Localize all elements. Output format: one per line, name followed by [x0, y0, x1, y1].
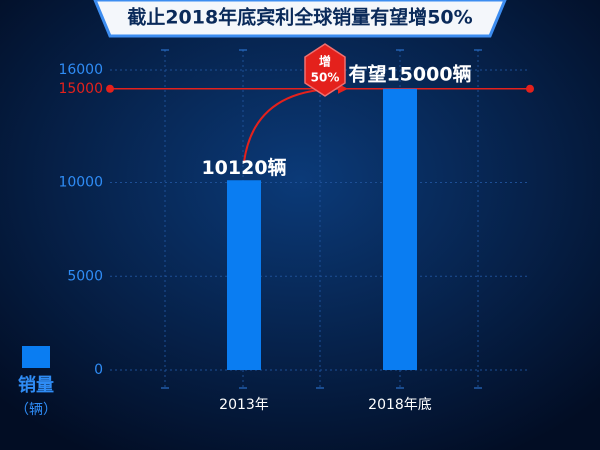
x-tick-label: 2018年底 — [368, 397, 432, 413]
y-tick-label: 0 — [94, 362, 103, 378]
annotation-badge — [304, 43, 346, 97]
reference-dot — [106, 84, 114, 93]
title-banner — [93, 0, 507, 38]
y-tick-label: 16000 — [58, 62, 103, 78]
value-label: 有望15000辆 — [348, 62, 471, 85]
legend-swatch — [22, 346, 50, 368]
value-label: 10120辆 — [201, 156, 286, 179]
chart-title: 截止2018年底宾利全球销量有望增50% — [127, 6, 472, 29]
reference-dot — [526, 84, 534, 93]
bar — [383, 88, 417, 370]
annotation-text: 50% — [311, 71, 340, 85]
y-tick-label: 5000 — [67, 268, 103, 284]
x-tick-label: 2013年 — [219, 397, 269, 413]
y-tick-label: 10000 — [58, 175, 103, 191]
bar — [227, 180, 261, 370]
legend-unit: （辆） — [15, 402, 57, 418]
annotation-text: 增 — [319, 54, 331, 69]
legend-label: 销量 — [18, 374, 54, 396]
y-tick-label: 15000 — [58, 81, 103, 97]
